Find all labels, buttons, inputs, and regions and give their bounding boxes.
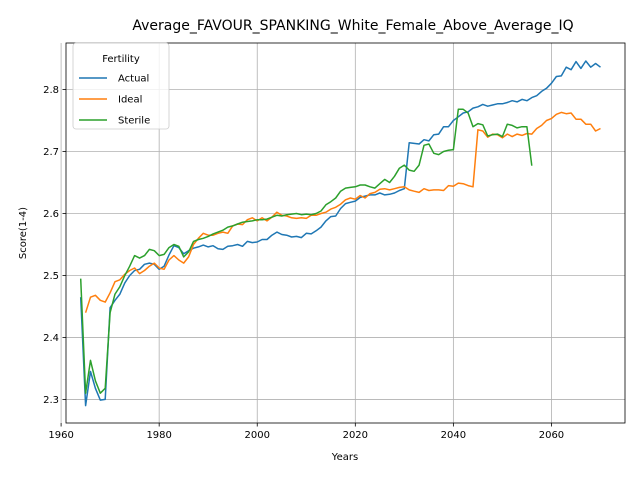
y-tick-label: 2.8 bbox=[43, 85, 59, 96]
y-axis-label: Score(1-4) bbox=[18, 207, 29, 259]
legend-label-actual: Actual bbox=[118, 74, 149, 85]
legend-label-sterile: Sterile bbox=[118, 116, 150, 127]
x-axis-label: Years bbox=[331, 452, 358, 463]
x-tick-label: 2020 bbox=[343, 430, 368, 441]
x-tick-label: 2040 bbox=[441, 430, 466, 441]
y-tick-label: 2.7 bbox=[43, 147, 59, 158]
y-axis-ticks: 2.3 2.4 2.5 2.6 2.7 2.8 bbox=[43, 85, 66, 406]
legend-box bbox=[72, 42, 170, 130]
series-lines bbox=[79, 60, 601, 407]
legend-title: Fertility bbox=[102, 54, 140, 65]
x-axis-ticks: 1960 1980 2000 2020 2040 2060 bbox=[48, 423, 564, 441]
legend-label-ideal: Ideal bbox=[118, 95, 142, 106]
y-tick-label: 2.4 bbox=[43, 333, 59, 344]
x-tick-label: 1980 bbox=[146, 430, 171, 441]
series-line-sterile bbox=[79, 108, 533, 394]
y-tick-label: 2.5 bbox=[43, 271, 59, 282]
legend-entries: Actual Ideal Sterile bbox=[79, 74, 150, 127]
y-tick-label: 2.6 bbox=[43, 209, 59, 220]
y-tick-label: 2.3 bbox=[43, 395, 59, 406]
chart-title: Average_FAVOUR_SPANKING_White_Female_Abo… bbox=[132, 18, 573, 34]
x-tick-label: 1960 bbox=[48, 430, 73, 441]
x-tick-label: 2000 bbox=[245, 430, 270, 441]
legend: Fertility Actual Ideal Sterile bbox=[72, 42, 170, 130]
series-line-ideal bbox=[84, 111, 601, 313]
grid-lines bbox=[60, 43, 625, 423]
plot-area-frame bbox=[65, 42, 626, 424]
x-tick-label: 2060 bbox=[539, 430, 564, 441]
series-line-actual bbox=[79, 60, 601, 407]
